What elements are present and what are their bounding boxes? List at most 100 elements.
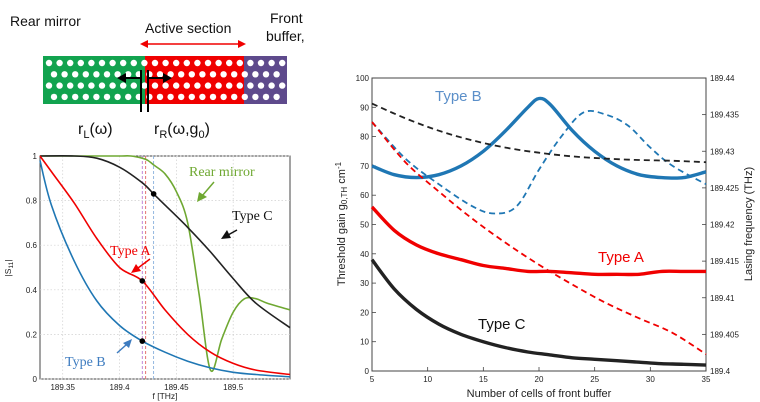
hole-15 bbox=[204, 59, 212, 67]
threshold-ticks: 5 10 15 20 25 30 35 0 10 20 30 40 50 60 70 80 90 100 189.4… bbox=[356, 74, 740, 384]
s11-point-0 bbox=[150, 191, 157, 197]
hole-33 bbox=[156, 71, 164, 78]
threshold-x-tick-4: 25 bbox=[590, 375, 599, 384]
hole-14 bbox=[194, 59, 201, 67]
s11-series-type-b bbox=[39, 160, 291, 378]
hole-34 bbox=[167, 71, 174, 78]
threshold-yl-tick-2: 20 bbox=[360, 308, 369, 317]
hole-18 bbox=[236, 59, 243, 67]
svg-text:rR(ω,g0): rR(ω,g0) bbox=[154, 121, 210, 141]
hole-11 bbox=[162, 59, 169, 67]
hole-35 bbox=[178, 71, 185, 78]
hole-61 bbox=[215, 82, 222, 89]
active-section-arrow bbox=[140, 40, 246, 48]
hole-55 bbox=[151, 82, 159, 89]
hole-38 bbox=[209, 71, 217, 78]
hole-9 bbox=[141, 59, 148, 67]
hole-44 bbox=[273, 71, 280, 78]
hole-87 bbox=[252, 93, 259, 101]
hole-30 bbox=[125, 71, 132, 78]
hole-86 bbox=[241, 93, 248, 101]
threshold-series bbox=[370, 96, 707, 367]
hole-25 bbox=[72, 71, 79, 78]
hole-85 bbox=[231, 93, 238, 101]
hole-59 bbox=[194, 82, 201, 89]
hole-5 bbox=[98, 59, 106, 67]
threshold-yl-tick-0: 0 bbox=[365, 367, 370, 376]
hole-1 bbox=[56, 59, 63, 67]
active-section-label: Active section bbox=[145, 20, 231, 36]
hole-67 bbox=[279, 82, 286, 89]
threshold-yl-tick-6: 60 bbox=[360, 191, 369, 200]
hole-73 bbox=[103, 93, 111, 101]
hole-2 bbox=[67, 59, 74, 67]
hole-12 bbox=[173, 59, 180, 67]
s11-y-axis-label: |S11| bbox=[3, 260, 15, 277]
threshold-yl-tick-3: 30 bbox=[360, 279, 369, 288]
annot-right-type-c: Type C bbox=[478, 316, 526, 333]
hole-54 bbox=[141, 82, 148, 89]
s11-x-tick-1: 189.4 bbox=[110, 383, 131, 392]
threshold-yr-tick-2: 189.41 bbox=[710, 294, 735, 303]
front-buffer-label-1: Front bbox=[270, 10, 303, 26]
threshold-series-type-a-dashed bbox=[371, 121, 707, 355]
threshold-yr-tick-5: 189.425 bbox=[710, 184, 739, 193]
threshold-yl-tick-10: 100 bbox=[356, 74, 370, 83]
s11-points bbox=[139, 191, 157, 344]
s11-y-tick-2: 0.4 bbox=[26, 286, 38, 295]
hole-6 bbox=[109, 59, 116, 67]
threshold-yl-tick-1: 10 bbox=[360, 338, 369, 347]
hole-26 bbox=[82, 71, 90, 78]
hole-17 bbox=[226, 59, 233, 67]
threshold-x-tick-6: 35 bbox=[702, 375, 711, 384]
hole-28 bbox=[103, 71, 111, 78]
hole-16 bbox=[215, 59, 222, 67]
threshold-yr-tick-6: 189.43 bbox=[710, 147, 735, 156]
annot-right-type-b: Type B bbox=[435, 88, 482, 105]
hole-39 bbox=[220, 71, 227, 78]
reflection-arrows bbox=[117, 70, 172, 112]
threshold-yl-tick-4: 40 bbox=[360, 250, 369, 259]
hole-36 bbox=[188, 71, 195, 78]
hole-0 bbox=[45, 59, 53, 67]
threshold-x-tick-2: 15 bbox=[479, 375, 488, 384]
hole-48 bbox=[77, 82, 85, 89]
rear-mirror-label: Rear mirror bbox=[10, 13, 81, 29]
threshold-y-left-label: Threshold gain g0,TH cm-1 bbox=[334, 161, 349, 286]
threshold-x-tick-1: 10 bbox=[423, 375, 432, 384]
hole-7 bbox=[120, 59, 127, 67]
threshold-plot-area bbox=[371, 77, 707, 372]
annot-type-c: Type C bbox=[232, 209, 273, 224]
s11-x-axis-label: f [THz] bbox=[152, 391, 177, 401]
hole-45 bbox=[45, 82, 53, 89]
hole-64 bbox=[247, 82, 254, 89]
hole-23 bbox=[50, 71, 58, 78]
front-buffer-label-2: buffer, bbox=[266, 28, 305, 44]
hole-20 bbox=[257, 59, 265, 67]
hole-49 bbox=[88, 82, 95, 89]
hole-78 bbox=[156, 93, 164, 101]
hole-69 bbox=[61, 93, 68, 101]
hole-62 bbox=[226, 82, 233, 89]
s11-ticks: 189.35 189.4 189.45 189.5 0 0.2 0.4 0.6 0.8 1 bbox=[26, 152, 244, 392]
hole-46 bbox=[56, 82, 63, 89]
s11-y-tick-5: 1 bbox=[33, 152, 38, 161]
hole-70 bbox=[72, 93, 79, 101]
threshold-y-right-label: Lasing frequency (THz) bbox=[743, 167, 755, 281]
threshold-x-tick-5: 30 bbox=[646, 375, 655, 384]
s11-x-tick-0: 189.35 bbox=[50, 383, 75, 392]
annot-type-c-arrow bbox=[221, 229, 238, 239]
hole-47 bbox=[67, 82, 74, 89]
hole-52 bbox=[120, 82, 127, 89]
hole-27 bbox=[93, 71, 100, 78]
s11-y-tick-4: 0.8 bbox=[26, 197, 38, 206]
hole-57 bbox=[173, 82, 180, 89]
hole-88 bbox=[262, 93, 270, 101]
threshold-yl-tick-7: 70 bbox=[360, 162, 369, 171]
hole-60 bbox=[204, 82, 212, 89]
threshold-yl-tick-8: 80 bbox=[360, 133, 369, 142]
s11-plot-area bbox=[39, 155, 291, 380]
rl-label: rL(ω) bbox=[78, 121, 113, 141]
hole-68 bbox=[50, 93, 58, 101]
annot-rear-mirror-arrow bbox=[197, 181, 215, 202]
